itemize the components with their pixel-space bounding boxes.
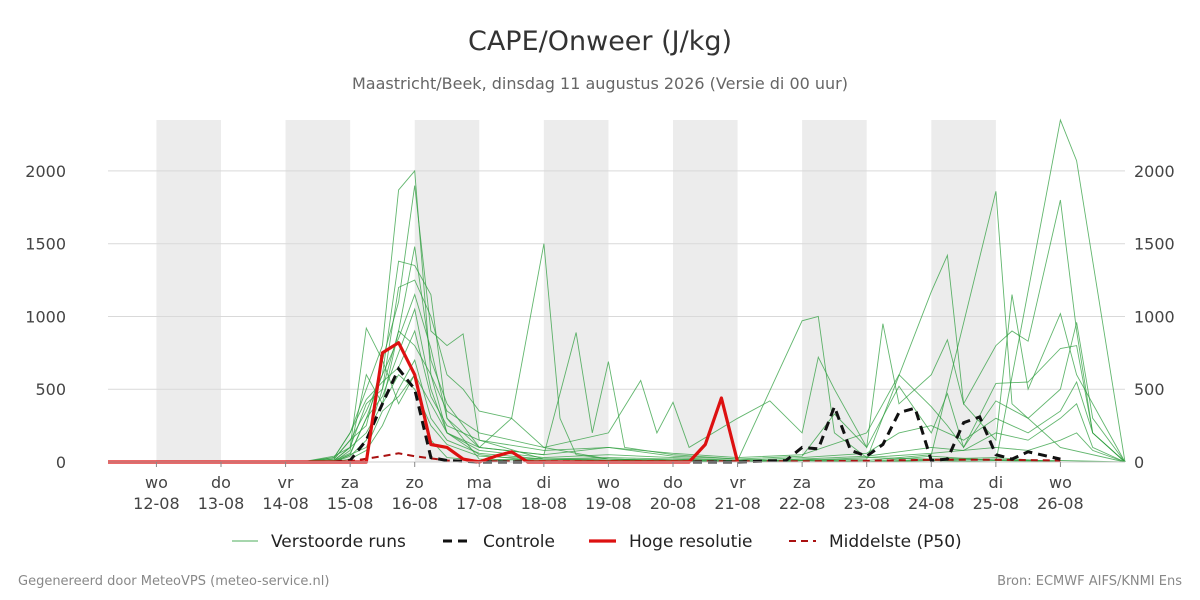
x-tick-day: wo (597, 473, 620, 492)
x-tick-date: 25-08 (973, 494, 1020, 513)
chart-title: CAPE/Onweer (J/kg) (468, 26, 732, 57)
x-tick-date: 18-08 (521, 494, 568, 513)
x-tick-day: do (211, 473, 231, 492)
ensemble-run-line (108, 358, 1126, 463)
x-tick-date: 17-08 (456, 494, 503, 513)
x-tick-day: zo (858, 473, 876, 492)
x-tick-date: 13-08 (198, 494, 245, 513)
legend: Verstoorde runs Controle Hoge resolutie … (232, 532, 962, 552)
legend-label-median: Middelste (P50) (829, 532, 962, 552)
weekend-band (414, 120, 480, 462)
ensemble-run-line (108, 294, 1126, 463)
legend-label-ensemble: Verstoorde runs (271, 532, 406, 552)
y-tick-label-left: 1000 (25, 307, 66, 326)
x-tick-day: di (537, 473, 552, 492)
legend-label-control: Controle (483, 532, 555, 552)
weekend-band (802, 120, 867, 462)
x-tick-day: wo (1049, 473, 1072, 492)
x-tick-date: 12-08 (133, 494, 180, 513)
x-tick-date: 26-08 (1037, 494, 1084, 513)
x-tick-day: do (663, 473, 683, 492)
y-tick-label-right: 0 (1134, 453, 1144, 472)
x-tick-date: 24-08 (908, 494, 955, 513)
x-tick-date: 22-08 (779, 494, 826, 513)
ensemble-run-line (108, 373, 1126, 463)
y-tick-label-left: 2000 (25, 162, 66, 181)
x-tick-day: zo (406, 473, 424, 492)
y-tick-label-right: 1000 (1134, 307, 1175, 326)
y-tick-label-right: 1500 (1134, 235, 1175, 254)
legend-label-highres: Hoge resolutie (629, 532, 753, 552)
weekend-band (156, 120, 221, 462)
x-tick-date: 20-08 (650, 494, 697, 513)
x-tick-date: 19-08 (585, 494, 632, 513)
weekend-bands (156, 120, 996, 462)
y-tick-label-right: 500 (1134, 380, 1165, 399)
weekend-band (543, 120, 609, 462)
grid-lines (108, 170, 1125, 390)
x-tick-day: wo (145, 473, 168, 492)
x-tick-day: za (341, 473, 359, 492)
axes: 0 0 500 500 1000 1000 1500 1500 2000 2000 wo 12-08 d… (25, 162, 1174, 513)
y-tick-label-left: 1500 (25, 235, 66, 254)
y-tick-label-right: 2000 (1134, 162, 1175, 181)
y-tick-label-left: 500 (35, 380, 66, 399)
weekend-band (673, 120, 738, 462)
weekend-band (285, 120, 351, 462)
x-tick-day: vr (278, 473, 294, 492)
x-tick-day: ma (467, 473, 492, 492)
x-tick-day: vr (730, 473, 746, 492)
x-tick-day: ma (919, 473, 944, 492)
footer-source: Bron: ECMWF AIFS/KNMI Ens (997, 574, 1182, 589)
ensemble-run-line (108, 322, 1126, 463)
x-tick-date: 14-08 (262, 494, 309, 513)
y-tick-label-left: 0 (56, 453, 66, 472)
x-tick-date: 16-08 (391, 494, 438, 513)
x-tick-date: 21-08 (714, 494, 761, 513)
footer-generated: Gegenereerd door MeteoVPS (meteo-service… (18, 574, 329, 589)
chart-subtitle: Maastricht/Beek, dinsdag 11 augustus 202… (352, 74, 848, 93)
x-tick-day: za (793, 473, 811, 492)
x-tick-date: 23-08 (843, 494, 890, 513)
x-tick-date: 15-08 (327, 494, 374, 513)
x-tick-day: di (989, 473, 1004, 492)
